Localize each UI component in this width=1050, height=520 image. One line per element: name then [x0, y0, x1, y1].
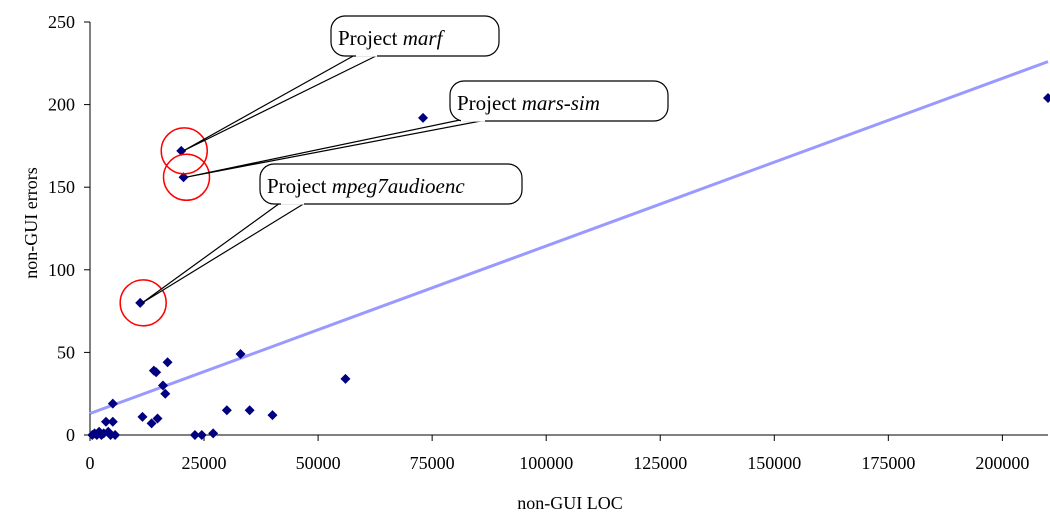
callout-label: Project marf	[338, 26, 446, 50]
axes: 0 50 100 150 200 250 0 25000 50000 75000 100000 125…	[48, 12, 1048, 473]
highlight-circle	[119, 279, 167, 327]
x-tick-label: 50000	[296, 453, 341, 473]
trendline-layer	[89, 60, 1049, 415]
data-point	[100, 416, 111, 427]
data-point	[189, 430, 200, 440]
callout-project-name: mpeg7audioenc	[332, 174, 466, 198]
data-points	[87, 92, 1050, 440]
data-point	[157, 380, 168, 391]
callout: Project mpeg7audioenc	[141, 163, 523, 304]
callout-prefix: Project	[267, 174, 332, 198]
data-point	[267, 410, 278, 421]
x-axis-label: non-GUI LOC	[517, 493, 623, 513]
data-point	[221, 405, 232, 416]
data-point	[208, 428, 219, 439]
callout-prefix: Project	[457, 91, 522, 115]
callout-box	[449, 80, 669, 122]
callout-box	[259, 163, 523, 205]
data-point	[196, 430, 207, 440]
data-point	[151, 367, 162, 378]
callout: Project marf	[182, 15, 500, 152]
callout-pointer	[182, 54, 379, 152]
trendline	[89, 60, 1049, 415]
data-point	[176, 145, 187, 156]
data-point	[162, 357, 173, 368]
data-point	[137, 411, 148, 422]
callout-label: Project mpeg7audioenc	[267, 174, 465, 198]
x-tick-label: 100000	[519, 453, 573, 473]
data-point	[244, 405, 255, 416]
x-tick-label: 125000	[633, 453, 687, 473]
callout-label: Project mars-sim	[457, 91, 600, 115]
data-point	[135, 297, 146, 308]
data-point	[418, 112, 429, 123]
x-tick-label: 200000	[975, 453, 1029, 473]
highlight-circle	[160, 127, 208, 175]
x-tick-label: 175000	[861, 453, 915, 473]
callout-project-name: marf	[403, 26, 446, 50]
x-tick-label: 25000	[182, 453, 227, 473]
data-point	[107, 416, 118, 427]
x-tick-label: 75000	[410, 453, 455, 473]
x-tick-label: 150000	[747, 453, 801, 473]
x-tick-label: 0	[86, 453, 95, 473]
y-tick-label: 50	[57, 342, 75, 362]
callout-box	[330, 15, 500, 57]
y-tick-label: 100	[48, 260, 75, 280]
data-point	[235, 349, 246, 360]
highlight-circle	[162, 153, 211, 202]
data-point	[107, 398, 118, 409]
callout-pointer	[141, 202, 308, 304]
data-point	[110, 430, 121, 440]
y-tick-label: 150	[48, 177, 75, 197]
y-tick-label: 0	[66, 425, 75, 445]
highlight-circles	[119, 127, 211, 327]
callout: Project mars-sim	[185, 80, 669, 178]
data-point	[1043, 92, 1050, 103]
callout-prefix: Project	[338, 26, 403, 50]
data-point	[160, 388, 171, 399]
callout-project-name: mars-sim	[522, 91, 600, 115]
y-tick-label: 250	[48, 12, 75, 32]
data-point	[152, 413, 163, 424]
data-point	[146, 418, 157, 429]
y-tick-label: 200	[48, 95, 75, 115]
data-point	[178, 172, 189, 183]
y-axis-label: non-GUI errors	[21, 167, 41, 278]
data-point	[340, 373, 351, 384]
